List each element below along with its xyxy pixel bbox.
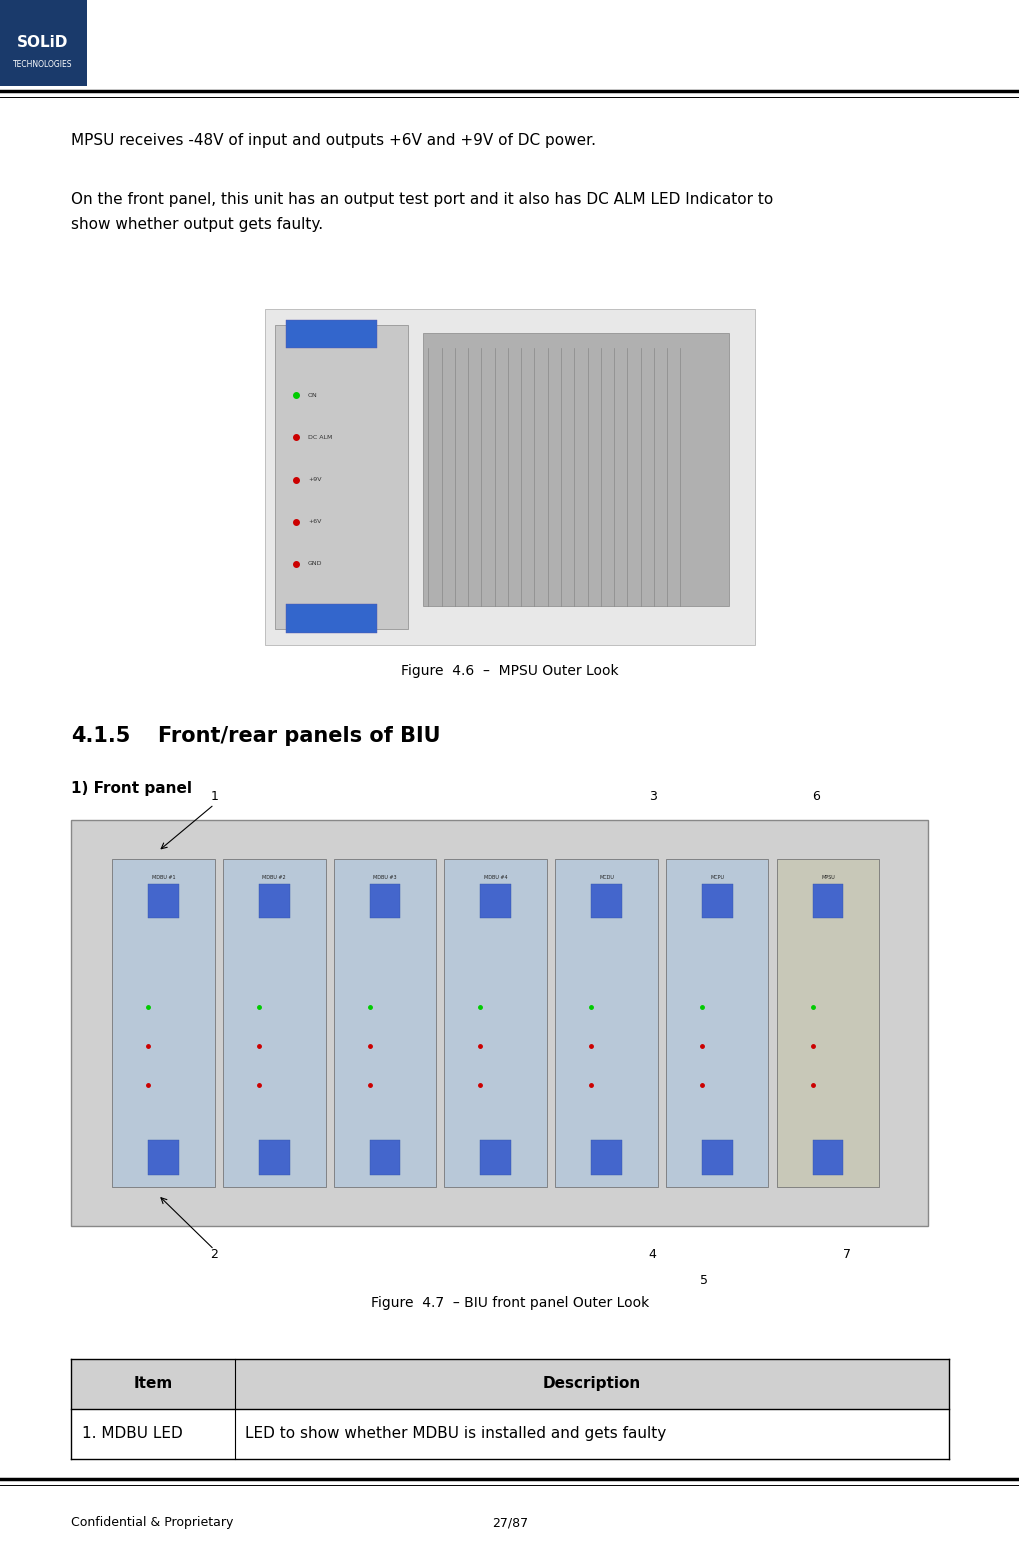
- FancyBboxPatch shape: [369, 884, 399, 918]
- Text: +9V: +9V: [308, 476, 321, 483]
- FancyBboxPatch shape: [265, 309, 754, 645]
- Text: 4: 4: [648, 1248, 656, 1261]
- Text: 6: 6: [811, 790, 819, 803]
- FancyBboxPatch shape: [480, 1140, 511, 1175]
- FancyBboxPatch shape: [480, 884, 511, 918]
- Text: +6V: +6V: [308, 519, 321, 525]
- Text: 7: 7: [842, 1248, 850, 1261]
- FancyBboxPatch shape: [775, 859, 878, 1187]
- Text: SOLiD: SOLiD: [17, 34, 68, 50]
- FancyBboxPatch shape: [71, 820, 927, 1226]
- Text: 1. MDBU LED: 1. MDBU LED: [82, 1426, 182, 1442]
- Text: DC ALM: DC ALM: [308, 434, 332, 440]
- FancyBboxPatch shape: [812, 1140, 843, 1175]
- FancyBboxPatch shape: [554, 859, 657, 1187]
- Text: MDBU #4: MDBU #4: [483, 875, 507, 879]
- FancyBboxPatch shape: [812, 884, 843, 918]
- FancyBboxPatch shape: [112, 859, 215, 1187]
- Text: Front/rear panels of BIU: Front/rear panels of BIU: [158, 726, 440, 747]
- Text: Confidential & Proprietary: Confidential & Proprietary: [71, 1517, 233, 1529]
- FancyBboxPatch shape: [369, 1140, 399, 1175]
- Text: Figure  4.7  – BIU front panel Outer Look: Figure 4.7 – BIU front panel Outer Look: [371, 1296, 648, 1311]
- Text: 5: 5: [699, 1275, 707, 1287]
- Text: MPSU: MPSU: [820, 875, 834, 879]
- FancyBboxPatch shape: [285, 604, 377, 633]
- Text: 1: 1: [210, 790, 218, 803]
- FancyBboxPatch shape: [333, 859, 436, 1187]
- Text: MCDU: MCDU: [598, 875, 613, 879]
- FancyBboxPatch shape: [71, 1359, 948, 1409]
- FancyBboxPatch shape: [148, 884, 178, 918]
- Text: On the front panel, this unit has an output test port and it also has DC ALM LED: On the front panel, this unit has an out…: [71, 192, 772, 231]
- FancyBboxPatch shape: [148, 1140, 178, 1175]
- Text: Item: Item: [133, 1376, 172, 1392]
- FancyBboxPatch shape: [444, 859, 546, 1187]
- FancyBboxPatch shape: [0, 0, 87, 86]
- FancyBboxPatch shape: [423, 333, 729, 606]
- FancyBboxPatch shape: [223, 859, 325, 1187]
- Text: LED to show whether MDBU is installed and gets faulty: LED to show whether MDBU is installed an…: [245, 1426, 665, 1442]
- FancyBboxPatch shape: [285, 320, 377, 348]
- FancyBboxPatch shape: [701, 884, 732, 918]
- Text: MPSU receives -48V of input and outputs +6V and +9V of DC power.: MPSU receives -48V of input and outputs …: [71, 133, 596, 148]
- FancyBboxPatch shape: [259, 1140, 289, 1175]
- Text: 2: 2: [210, 1248, 218, 1261]
- Text: 3: 3: [648, 790, 656, 803]
- FancyBboxPatch shape: [701, 1140, 732, 1175]
- FancyBboxPatch shape: [665, 859, 767, 1187]
- Text: MDBU #3: MDBU #3: [373, 875, 396, 879]
- FancyBboxPatch shape: [259, 884, 289, 918]
- Text: ON: ON: [308, 392, 318, 398]
- Text: MDBU #2: MDBU #2: [262, 875, 285, 879]
- Text: 1) Front panel: 1) Front panel: [71, 781, 193, 797]
- Text: 27/87: 27/87: [491, 1517, 528, 1529]
- FancyBboxPatch shape: [591, 1140, 622, 1175]
- Text: Description: Description: [542, 1376, 640, 1392]
- FancyBboxPatch shape: [275, 325, 408, 629]
- Text: 4.1.5: 4.1.5: [71, 726, 130, 747]
- Text: Figure  4.6  –  MPSU Outer Look: Figure 4.6 – MPSU Outer Look: [400, 664, 619, 678]
- Text: GND: GND: [308, 561, 322, 567]
- Text: MCPU: MCPU: [709, 875, 723, 879]
- Text: TECHNOLOGIES: TECHNOLOGIES: [13, 59, 72, 69]
- Text: MDBU #1: MDBU #1: [152, 875, 175, 879]
- FancyBboxPatch shape: [591, 884, 622, 918]
